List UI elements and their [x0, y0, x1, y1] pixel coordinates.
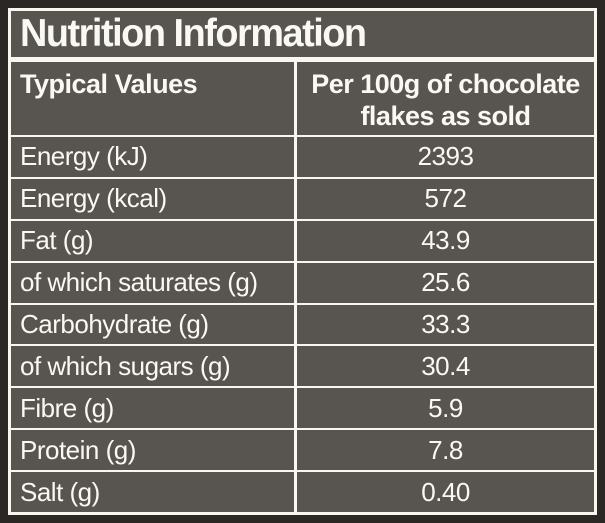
- table-row: Protein (g) 7.8: [11, 428, 594, 471]
- row-value: 0.40: [421, 476, 470, 507]
- row-label: Fibre (g): [20, 392, 114, 423]
- header-cell-typical-values: Typical Values: [11, 62, 297, 135]
- row-value: 33.3: [421, 309, 470, 339]
- row-label: Salt (g): [20, 476, 100, 507]
- table-row: of which sugars (g) 30.4: [11, 344, 594, 387]
- row-label: Carbohydrate (g): [20, 309, 209, 339]
- header-cell-per-100g: Per 100g of chocolate flakes as sold: [297, 62, 594, 135]
- table-row: Carbohydrate (g) 33.3: [11, 302, 594, 345]
- row-value: 30.4: [421, 350, 470, 381]
- row-value: 572: [424, 183, 467, 214]
- row-label: Energy (kcal): [20, 183, 167, 214]
- column-header-typical-values: Typical Values: [20, 69, 198, 99]
- title-row: Nutrition Information: [11, 11, 594, 57]
- table-row: of which saturates (g) 25.6: [11, 260, 594, 303]
- table-row: Energy (kcal) 572: [11, 176, 594, 219]
- column-header-per-100g: Per 100g of chocolate flakes as sold: [311, 69, 580, 131]
- row-value: 43.9: [421, 225, 470, 256]
- row-label: of which sugars (g): [20, 350, 231, 381]
- table-header-row: Typical Values Per 100g of chocolate fla…: [11, 62, 594, 135]
- table-row: Energy (kJ) 2393: [11, 135, 594, 177]
- nutrition-label-panel: Nutrition Information Typical Values Per…: [8, 8, 597, 515]
- row-value: 5.9: [428, 392, 463, 423]
- row-label: Protein (g): [20, 434, 136, 465]
- row-value: 7.8: [428, 434, 463, 465]
- row-label: of which saturates (g): [20, 267, 258, 298]
- table-row: Salt (g) 0.40: [11, 470, 594, 513]
- title-divider-rule: [11, 57, 594, 62]
- row-label: Energy (kJ): [20, 141, 148, 172]
- table-row: Fibre (g) 5.9: [11, 386, 594, 429]
- row-value: 25.6: [421, 267, 470, 298]
- page-title: Nutrition Information: [20, 12, 367, 55]
- nutrition-table: Typical Values Per 100g of chocolate fla…: [11, 62, 594, 513]
- table-row: Fat (g) 43.9: [11, 218, 594, 261]
- row-label: Fat (g): [20, 225, 94, 256]
- row-value: 2393: [417, 141, 474, 172]
